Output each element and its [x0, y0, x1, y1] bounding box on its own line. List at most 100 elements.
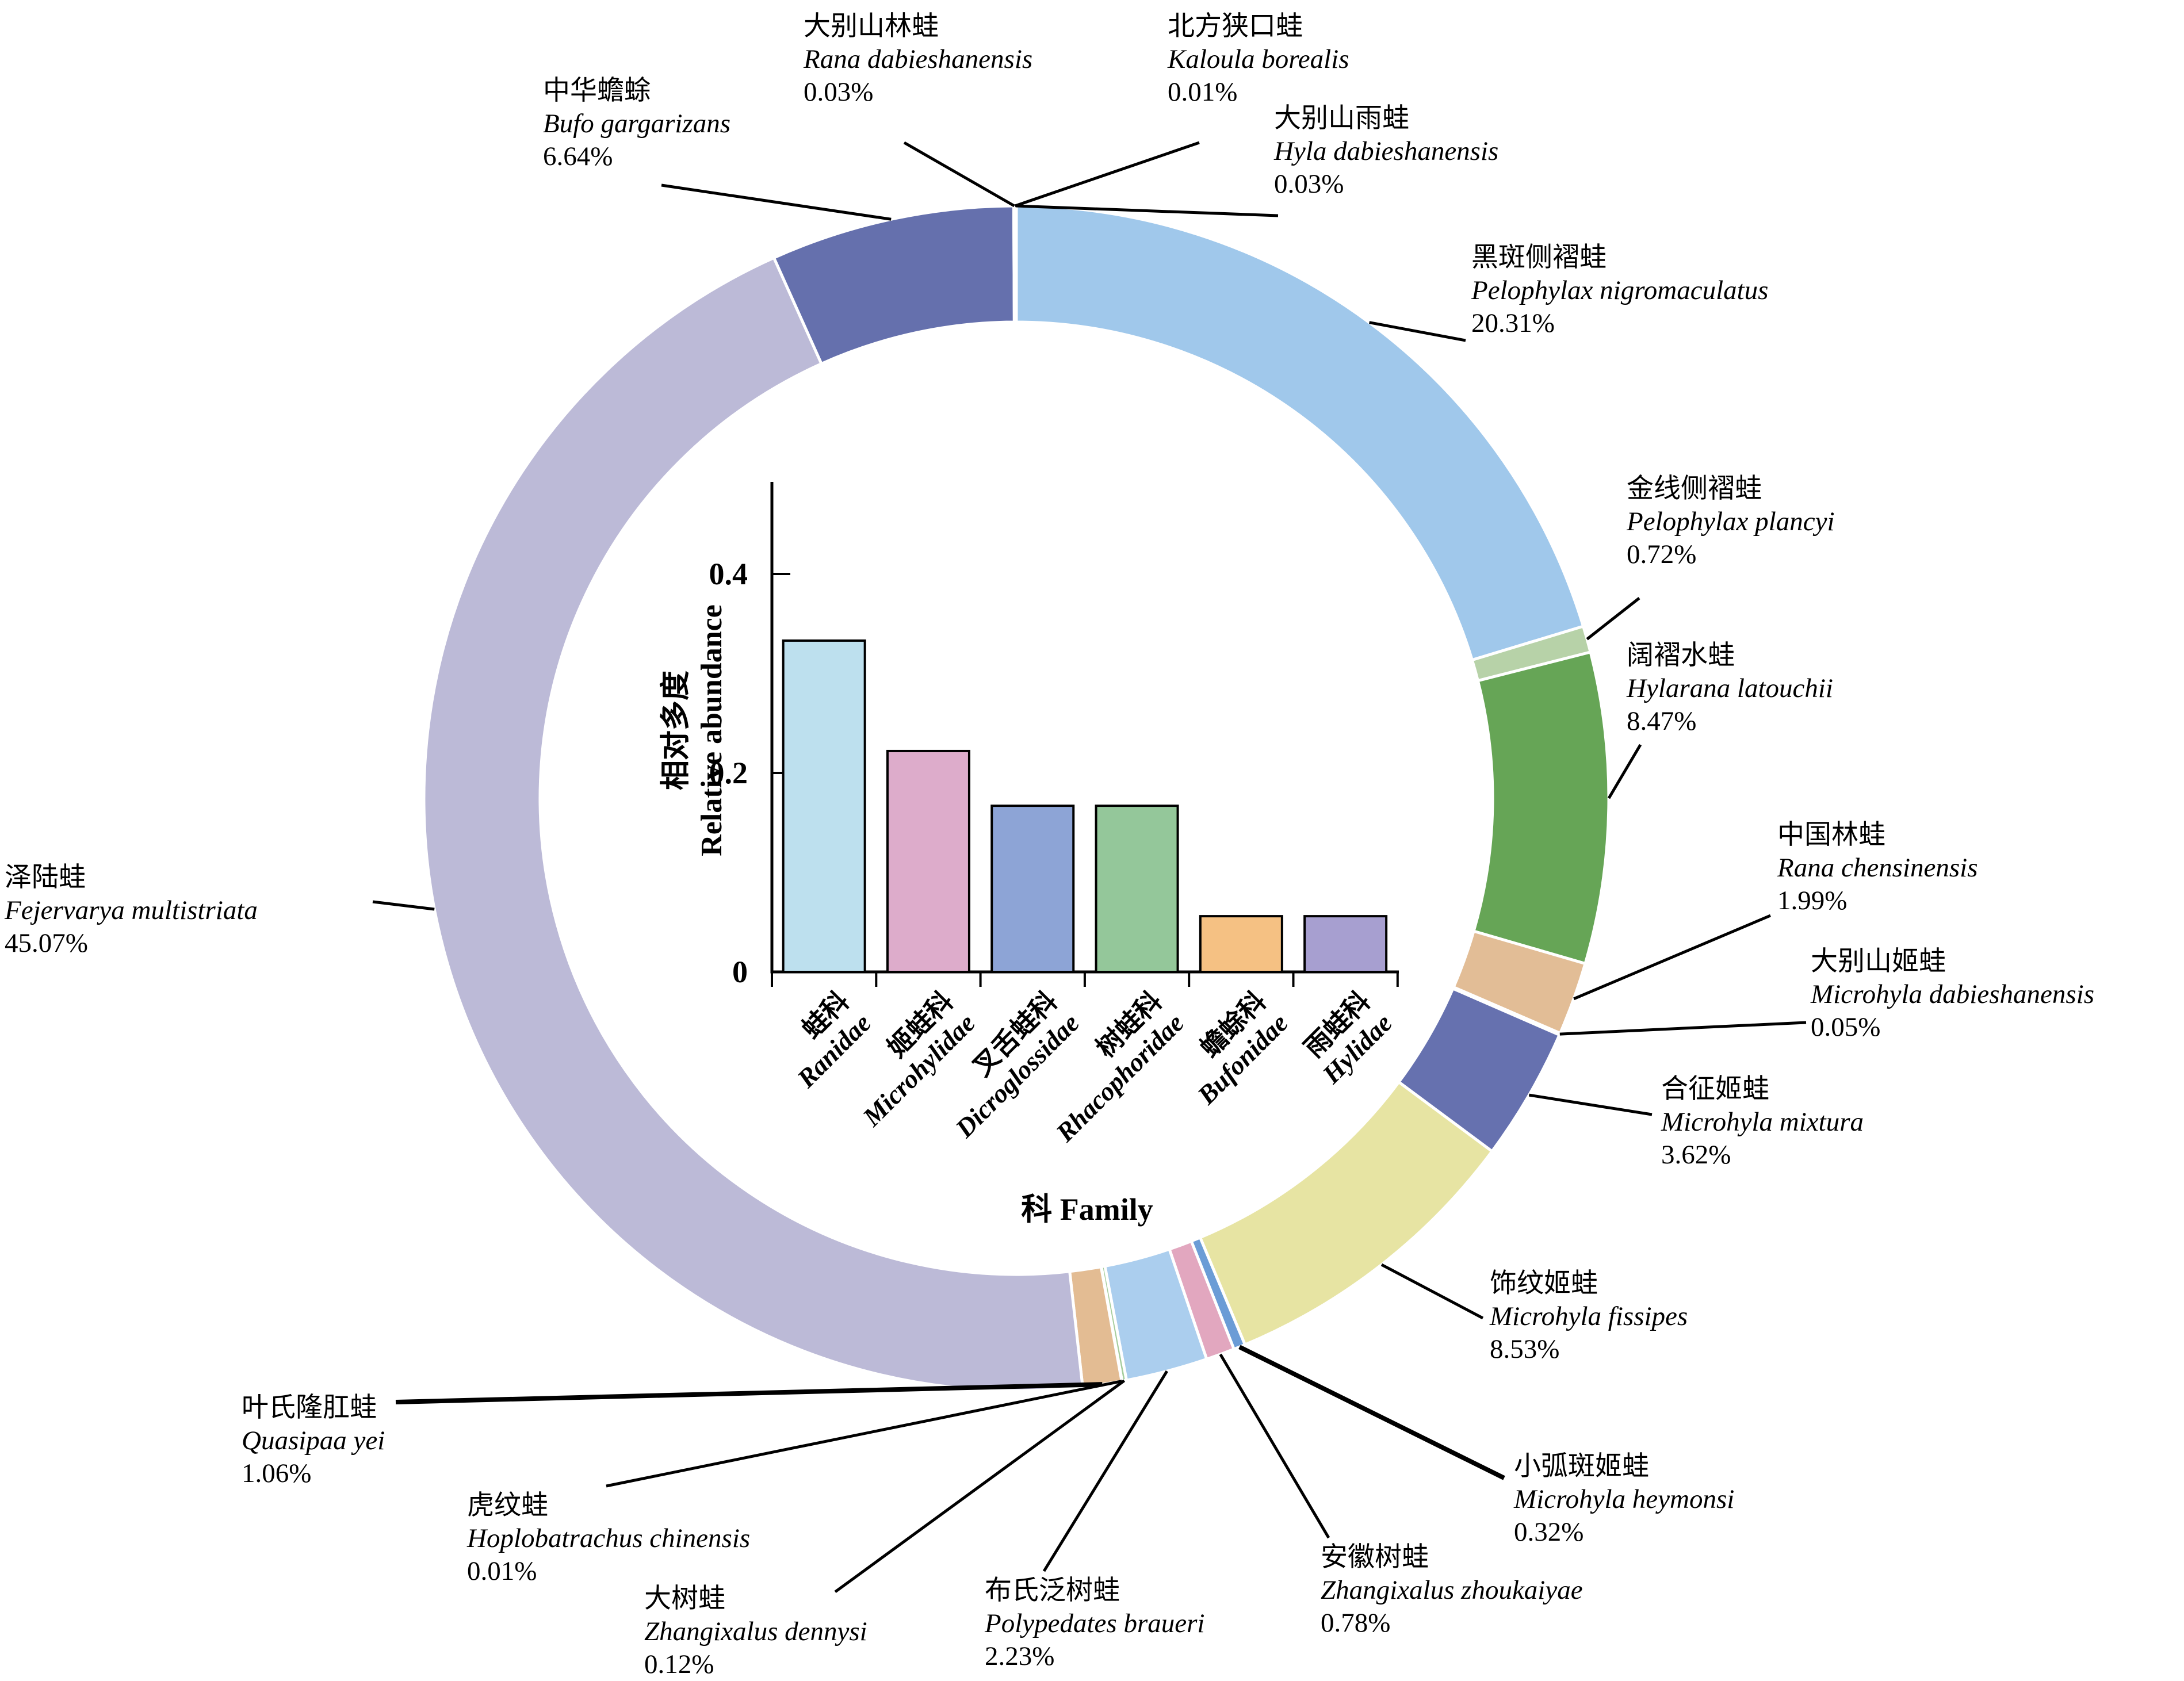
- leader-line-yei: [395, 1382, 1103, 1404]
- species-mixtura-latin: Microhyla mixtura: [1661, 1107, 1864, 1137]
- species-yei-cn: 叶氏隆肛蛙: [242, 1393, 377, 1423]
- species-plancyi-pct: 0.72%: [1627, 539, 1697, 569]
- bar-bufonidae: [1199, 915, 1283, 973]
- leader-line-plancyi: [1586, 597, 1640, 641]
- species-gargarizans-latin: Bufo gargarizans: [543, 109, 730, 139]
- species-braueri-pct: 2.23%: [985, 1641, 1055, 1671]
- species-label-latouchii: 阔褶水蛙 Hylarana latouchii 8.47%: [1627, 640, 1833, 738]
- species-label-heymonsi: 小弧斑姬蛙 Microhyla heymonsi 0.32%: [1514, 1450, 1734, 1549]
- donut-slice-multistriata: [422, 256, 1084, 1392]
- species-chensinensis-pct: 1.99%: [1777, 886, 1848, 916]
- species-h_dabieshanensis-pct: 0.03%: [1274, 169, 1344, 199]
- species-zhoukaiyae-latin: Zhangixalus zhoukaiyae: [1321, 1575, 1583, 1605]
- species-label-borealis: 北方狭口蛙 Kaloula borealis 0.01%: [1168, 10, 1349, 109]
- bar-dicroglossidae: [990, 805, 1075, 973]
- species-label-multistriata: 泽陆蛙 Fejervarya multistriata 45.07%: [5, 861, 258, 960]
- species-fissipes-cn: 饰纹姬蛙: [1490, 1269, 1598, 1299]
- leader-line-borealis: [1014, 141, 1200, 208]
- bar-ytick-label-2: 0.4: [709, 557, 748, 591]
- species-h_dabieshanensis-latin: Hyla dabieshanensis: [1274, 136, 1499, 166]
- species-nigromaculatus-cn: 黑斑侧褶蛙: [1471, 243, 1607, 273]
- species-plancyi-cn: 金线侧褶蛙: [1627, 474, 1762, 504]
- bar-y-axis-title-cn: 相对多度: [660, 671, 693, 791]
- leader-line-chinensis: [606, 1380, 1122, 1488]
- leader-line-heymonsi: [1238, 1345, 1505, 1480]
- leader-line-multistriata: [372, 900, 435, 911]
- leader-line-zhoukaiyae: [1219, 1353, 1330, 1539]
- species-label-plancyi: 金线侧褶蛙 Pelophylax plancyi 0.72%: [1627, 473, 1835, 571]
- species-label-chinensis: 虎纹蛙 Hoplobatrachus chinensis 0.01%: [467, 1489, 750, 1588]
- species-label-m_dabieshanensis: 大别山姬蛙 Microhyla dabieshanensis 0.05%: [1811, 945, 2094, 1044]
- species-heymonsi-pct: 0.32%: [1514, 1517, 1584, 1547]
- species-dennysi-cn: 大树蛙: [644, 1584, 725, 1614]
- species-label-fissipes: 饰纹姬蛙 Microhyla fissipes 8.53%: [1490, 1268, 1688, 1366]
- species-r_dabieshanensis-latin: Rana dabieshanensis: [804, 44, 1033, 74]
- species-label-zhoukaiyae: 安徽树蛙 Zhangixalus zhoukaiyae 0.78%: [1321, 1541, 1583, 1640]
- leader-line-nigromaculatus: [1369, 321, 1466, 342]
- species-multistriata-latin: Fejervarya multistriata: [5, 895, 258, 925]
- bar-ranidae: [782, 639, 866, 974]
- species-chensinensis-latin: Rana chensinensis: [1777, 853, 1978, 883]
- species-r_dabieshanensis-cn: 大别山林蛙: [804, 12, 939, 41]
- species-multistriata-pct: 45.07%: [5, 928, 88, 958]
- bar-rhacophoridae: [1095, 805, 1179, 973]
- bar-y-axis-title-en: Relative abundance: [695, 604, 728, 856]
- donut-slice-h_dabieshanensis: [1013, 204, 1018, 324]
- species-yei-latin: Quasipaa yei: [242, 1426, 385, 1456]
- species-chensinensis-cn: 中国林蛙: [1777, 820, 1885, 850]
- leader-line-mixtura: [1528, 1093, 1653, 1116]
- bar-y-axis-title: 相对多度 Relative abundance: [659, 604, 730, 856]
- leader-line-r_dabieshanensis: [903, 141, 1015, 208]
- species-zhoukaiyae-pct: 0.78%: [1321, 1608, 1391, 1638]
- donut-slice-fissipes: [1199, 1081, 1494, 1346]
- species-gargarizans-pct: 6.64%: [543, 141, 613, 171]
- species-braueri-cn: 布氏泛树蛙: [985, 1576, 1120, 1606]
- leader-line-m_dabieshanensis: [1559, 1021, 1807, 1036]
- species-mixtura-pct: 3.62%: [1661, 1140, 1731, 1170]
- species-chinensis-cn: 虎纹蛙: [467, 1491, 548, 1521]
- donut-slice-latouchii: [1472, 650, 1611, 966]
- species-heymonsi-cn: 小弧斑姬蛙: [1514, 1452, 1649, 1481]
- bar-x-axis-title: 科 Family: [1021, 1192, 1153, 1227]
- leader-line-latouchii: [1607, 744, 1642, 799]
- species-heymonsi-latin: Microhyla heymonsi: [1514, 1484, 1735, 1514]
- donut-slice-nigromaculatus: [1015, 204, 1585, 662]
- species-chinensis-pct: 0.01%: [467, 1556, 537, 1586]
- species-m_dabieshanensis-latin: Microhyla dabieshanensis: [1811, 979, 2094, 1009]
- species-zhoukaiyae-cn: 安徽树蛙: [1321, 1542, 1429, 1572]
- species-braueri-latin: Polypedates braueri: [985, 1609, 1205, 1638]
- species-gargarizans-cn: 中华蟾蜍: [543, 76, 651, 106]
- species-label-braueri: 布氏泛树蛙 Polypedates braueri 2.23%: [985, 1575, 1204, 1673]
- bar-ytick-label-1: 0.2: [709, 756, 748, 790]
- leader-line-dennysi: [834, 1379, 1126, 1594]
- species-label-yei: 叶氏隆肛蛙 Quasipaa yei 1.06%: [242, 1392, 385, 1490]
- species-fissipes-pct: 8.53%: [1490, 1334, 1560, 1364]
- species-label-mixtura: 合征姬蛙 Microhyla mixtura 3.62%: [1661, 1073, 1864, 1171]
- species-yei-pct: 1.06%: [242, 1458, 312, 1488]
- species-latouchii-latin: Hylarana latouchii: [1627, 673, 1833, 703]
- bar-hylidae: [1303, 915, 1388, 973]
- species-label-r_dabieshanensis: 大别山林蛙 Rana dabieshanensis 0.03%: [804, 10, 1032, 109]
- species-chinensis-latin: Hoplobatrachus chinensis: [467, 1523, 751, 1553]
- species-mixtura-cn: 合征姬蛙: [1661, 1074, 1769, 1104]
- species-borealis-latin: Kaloula borealis: [1168, 44, 1349, 74]
- species-label-nigromaculatus: 黑斑侧褶蛙 Pelophylax nigromaculatus 20.31%: [1471, 242, 1768, 340]
- species-dennysi-latin: Zhangixalus dennysi: [644, 1617, 867, 1646]
- leader-line-gargarizans: [661, 183, 892, 221]
- species-label-dennysi: 大树蛙 Zhangixalus dennysi 0.12%: [644, 1583, 867, 1681]
- species-fissipes-latin: Microhyla fissipes: [1490, 1301, 1688, 1331]
- bar-ytick-label-0: 0: [732, 955, 748, 989]
- species-plancyi-latin: Pelophylax plancyi: [1627, 507, 1835, 537]
- species-r_dabieshanensis-pct: 0.03%: [804, 77, 874, 107]
- donut-slice-gargarizans: [772, 204, 1016, 366]
- species-latouchii-cn: 阔褶水蛙: [1627, 641, 1735, 671]
- species-nigromaculatus-latin: Pelophylax nigromaculatus: [1471, 275, 1769, 305]
- species-borealis-cn: 北方狭口蛙: [1168, 12, 1303, 41]
- bar-microhylidae: [886, 749, 970, 973]
- species-m_dabieshanensis-cn: 大别山姬蛙: [1811, 947, 1946, 977]
- species-borealis-pct: 0.01%: [1168, 77, 1238, 107]
- species-label-h_dabieshanensis: 大别山雨蛙 Hyla dabieshanensis 0.03%: [1274, 102, 1498, 201]
- leader-line-h_dabieshanensis: [1015, 204, 1279, 217]
